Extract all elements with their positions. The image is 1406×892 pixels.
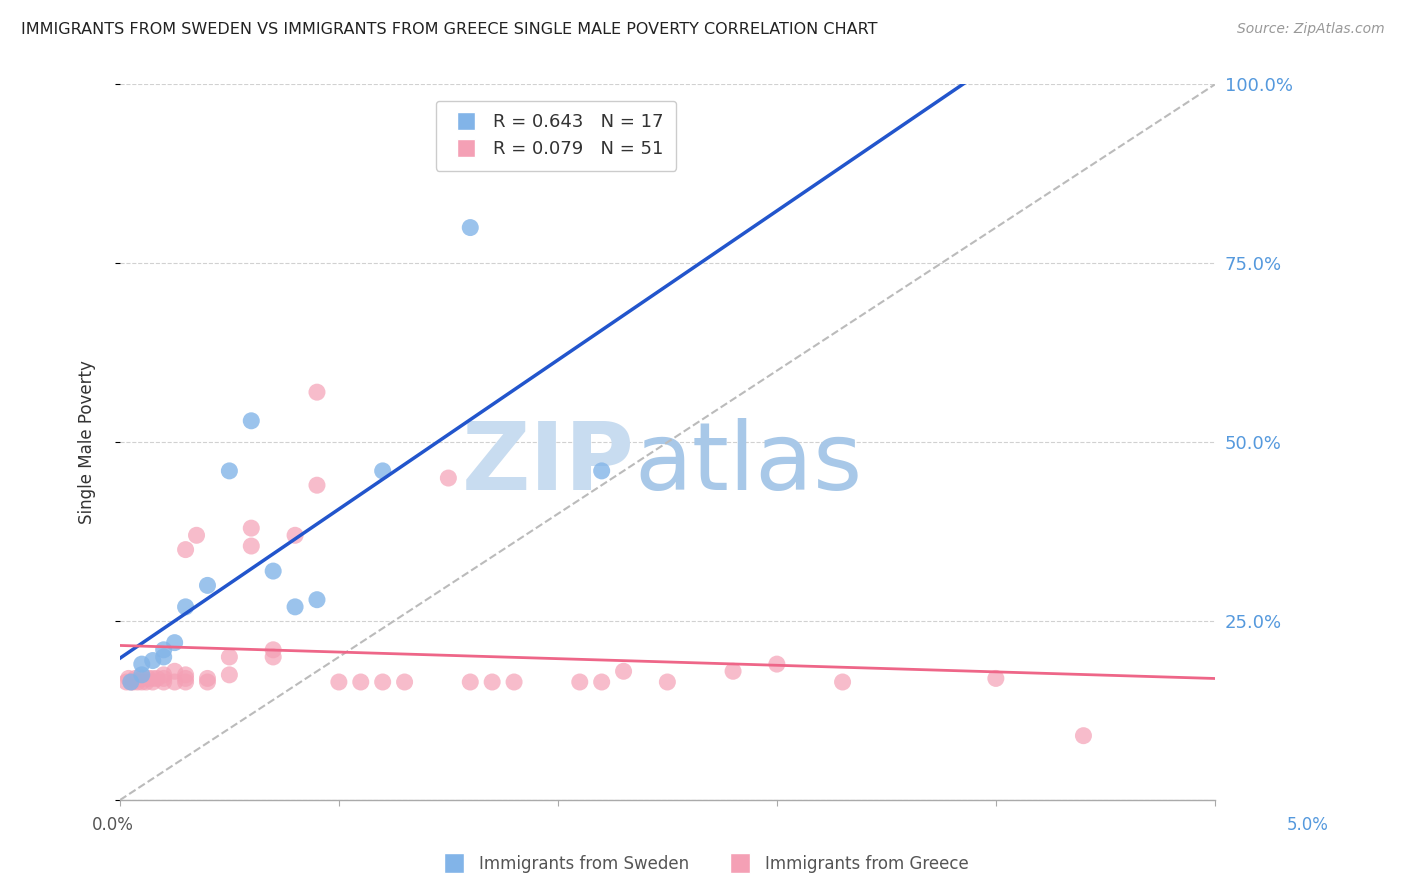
Point: [984, 672, 1007, 686]
Point: [371, 675, 394, 690]
Point: [163, 675, 186, 690]
Point: [218, 464, 240, 478]
Point: [197, 578, 219, 592]
Point: [503, 675, 526, 690]
Point: [284, 599, 307, 614]
Point: [152, 649, 174, 664]
Point: [135, 675, 157, 690]
Point: [657, 675, 679, 690]
Point: [152, 642, 174, 657]
Point: [197, 675, 219, 690]
Point: [240, 521, 263, 535]
Text: atlas: atlas: [634, 417, 863, 509]
Point: [174, 672, 197, 686]
Point: [186, 528, 208, 542]
Point: [350, 675, 373, 690]
Point: [127, 675, 149, 690]
Point: [131, 672, 153, 686]
Point: [120, 675, 142, 690]
Point: [437, 471, 460, 485]
Text: ZIP: ZIP: [461, 417, 634, 509]
Point: [591, 675, 613, 690]
Point: [152, 668, 174, 682]
Point: [122, 675, 145, 690]
Text: Source: ZipAtlas.com: Source: ZipAtlas.com: [1237, 22, 1385, 37]
Point: [142, 672, 165, 686]
Point: [766, 657, 789, 672]
Point: [124, 672, 146, 686]
Point: [305, 592, 328, 607]
Point: [120, 675, 142, 690]
Text: 0.0%: 0.0%: [91, 816, 134, 834]
Point: [1073, 729, 1095, 743]
Point: [197, 672, 219, 686]
Point: [218, 649, 240, 664]
Point: [591, 464, 613, 478]
Point: [305, 478, 328, 492]
Point: [371, 464, 394, 478]
Text: 5.0%: 5.0%: [1286, 816, 1329, 834]
Point: [142, 654, 165, 668]
Point: [152, 672, 174, 686]
Point: [240, 539, 263, 553]
Point: [115, 675, 138, 690]
Point: [568, 675, 591, 690]
Point: [131, 668, 153, 682]
Point: [174, 675, 197, 690]
Point: [131, 657, 153, 672]
Point: [163, 665, 186, 679]
Point: [721, 665, 744, 679]
Point: [481, 675, 503, 690]
Point: [174, 599, 197, 614]
Point: [138, 672, 160, 686]
Point: [284, 528, 307, 542]
Y-axis label: Single Male Poverty: Single Male Poverty: [79, 360, 96, 524]
Point: [262, 649, 284, 664]
Point: [458, 220, 481, 235]
Point: [262, 564, 284, 578]
Point: [262, 642, 284, 657]
Point: [163, 635, 186, 649]
Point: [305, 385, 328, 400]
Point: [152, 675, 174, 690]
Point: [117, 672, 139, 686]
Point: [142, 675, 165, 690]
Text: IMMIGRANTS FROM SWEDEN VS IMMIGRANTS FROM GREECE SINGLE MALE POVERTY CORRELATION: IMMIGRANTS FROM SWEDEN VS IMMIGRANTS FRO…: [21, 22, 877, 37]
Point: [394, 675, 416, 690]
Point: [218, 668, 240, 682]
Point: [613, 665, 636, 679]
Point: [831, 675, 853, 690]
Point: [174, 542, 197, 557]
Point: [146, 672, 169, 686]
Point: [174, 668, 197, 682]
Point: [131, 675, 153, 690]
Legend: R = 0.643   N = 17, R = 0.079   N = 51: R = 0.643 N = 17, R = 0.079 N = 51: [436, 101, 676, 171]
Legend: Immigrants from Sweden, Immigrants from Greece: Immigrants from Sweden, Immigrants from …: [432, 848, 974, 880]
Point: [328, 675, 350, 690]
Point: [458, 675, 481, 690]
Point: [240, 414, 263, 428]
